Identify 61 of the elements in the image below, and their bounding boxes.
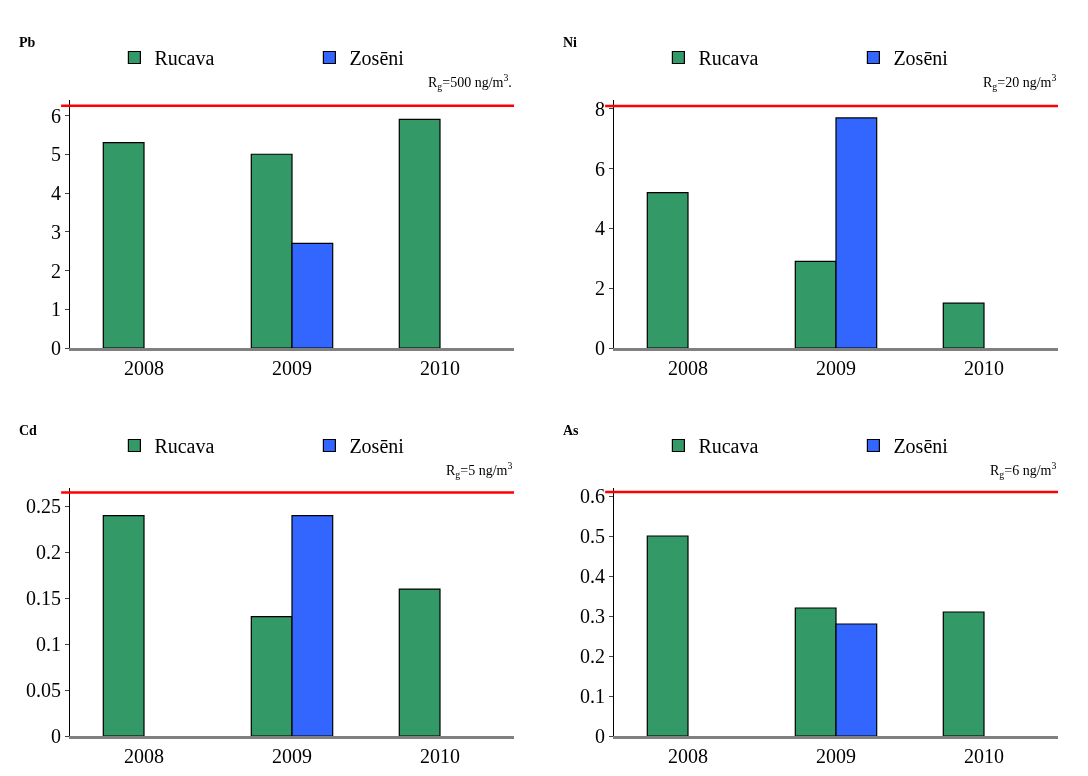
y-tick-label: 0.5 [580, 525, 605, 547]
x-tick-label: 2009 [816, 745, 856, 767]
legend-label: Rucava [698, 435, 759, 458]
x-tick-label: 2009 [816, 357, 856, 379]
x-tick-label: 2010 [964, 357, 1004, 379]
y-tick-label: 0.1 [36, 633, 61, 656]
text: R$_{g}$=20 ng/m$^{3}$ [983, 72, 1057, 92]
x-tick-label: 2008 [124, 357, 164, 379]
bar [398, 118, 441, 348]
y-tick-label: 8 [595, 97, 605, 120]
x-tick-label: 2010 [964, 745, 1004, 767]
y-tick-label: 1 [51, 298, 61, 321]
legend-label: Zosēni [349, 435, 405, 458]
bar [102, 514, 145, 736]
y-tick-label: 0.25 [26, 495, 61, 518]
chart-title: Pb [19, 35, 36, 50]
bar [398, 588, 441, 736]
y-tick-label: 0.3 [580, 605, 605, 627]
x-tick-label: 2009 [272, 357, 312, 379]
y-tick-label: 2 [51, 259, 61, 282]
y-tick-label: 0.15 [26, 587, 61, 610]
y-tick-label: 0 [595, 337, 605, 359]
y-tick-label: 6 [595, 157, 605, 180]
y-tick-label: 0.6 [580, 485, 605, 507]
y-tick-label: 4 [595, 217, 605, 240]
legend-label: Rucava [154, 435, 215, 458]
x-tick-label: 2010 [420, 357, 460, 379]
text: R$_{g}$=500 ng/m$^{3}$. [428, 72, 512, 92]
chart-title: As [563, 423, 580, 438]
y-tick-label: 0 [51, 725, 61, 747]
legend-label: Zosēni [893, 47, 949, 70]
y-tick-label: 0 [595, 725, 605, 747]
legend-label: Zosēni [349, 47, 405, 70]
bar [646, 535, 689, 736]
x-tick-label: 2008 [668, 745, 708, 767]
y-tick-label: 0.2 [36, 541, 61, 564]
x-tick-label: 2008 [668, 357, 708, 379]
bar [646, 192, 689, 348]
y-tick-label: 0.1 [580, 685, 605, 707]
y-tick-label: 2 [595, 277, 605, 300]
y-tick-label: 4 [51, 182, 61, 204]
bar [102, 142, 145, 348]
y-tick-label: 5 [51, 143, 61, 166]
y-tick-label: 0.2 [580, 645, 605, 667]
x-tick-label: 2008 [124, 745, 164, 767]
chart-title: Ni [563, 35, 578, 50]
legend-label: Rucava [154, 47, 215, 70]
chart-title: Cd [19, 423, 38, 438]
text: R$_{g}$=5 ng/m$^{3}$ [446, 460, 513, 480]
y-tick-label: 0 [51, 337, 61, 359]
bar [942, 611, 985, 736]
text: R$_{g}$=6 ng/m$^{3}$ [990, 460, 1057, 480]
y-tick-label: 0.05 [26, 679, 61, 702]
y-tick-label: 3 [51, 220, 61, 243]
bar [942, 302, 985, 348]
y-tick-label: 0.4 [580, 565, 605, 587]
x-tick-label: 2009 [272, 745, 312, 767]
legend-label: Zosēni [893, 435, 949, 458]
x-tick-label: 2010 [420, 745, 460, 767]
legend-label: Rucava [698, 47, 759, 70]
y-tick-label: 6 [51, 104, 61, 127]
